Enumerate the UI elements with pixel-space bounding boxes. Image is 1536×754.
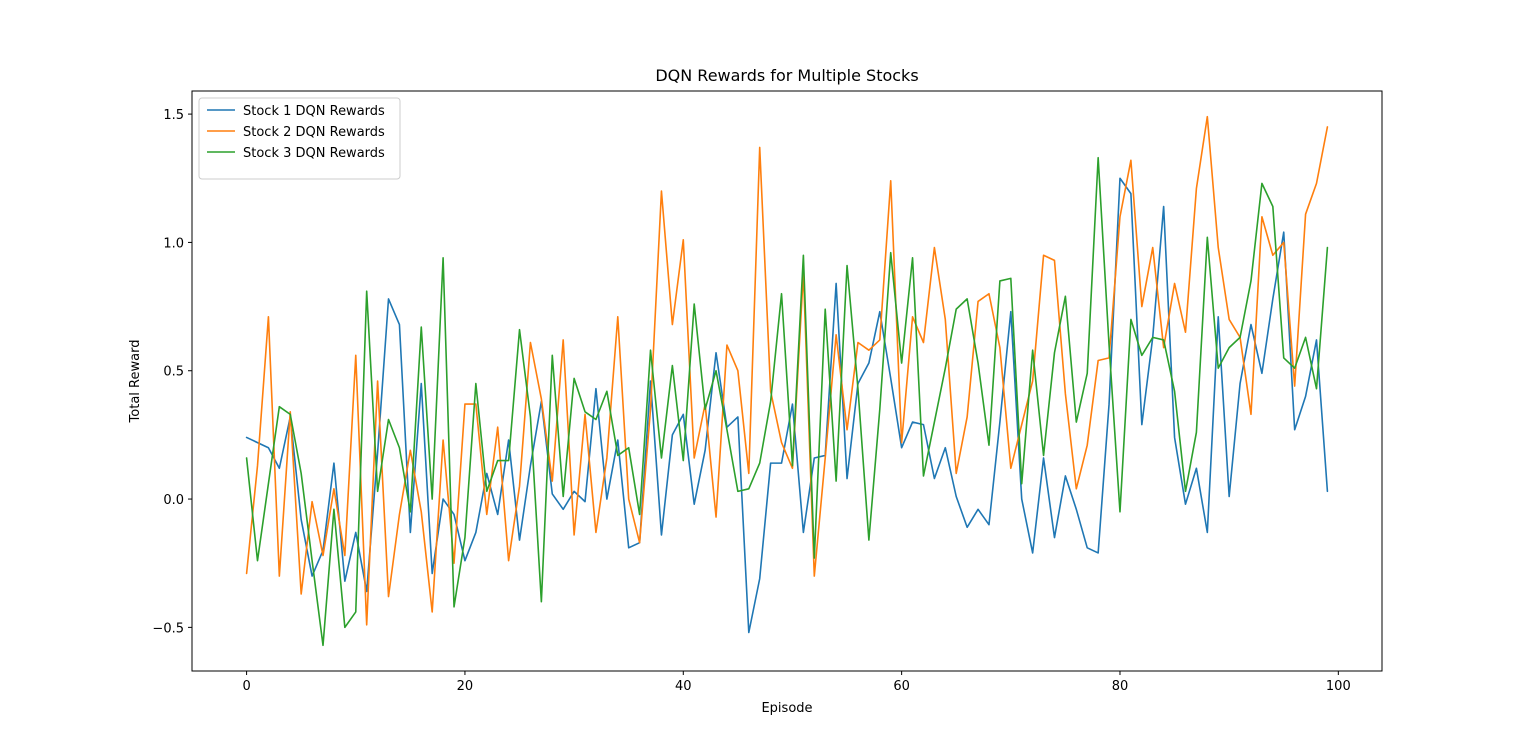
x-axis-label: Episode xyxy=(761,701,812,716)
x-tick-label: 20 xyxy=(457,679,474,694)
legend: Stock 1 DQN Rewards Stock 2 DQN Rewards St… xyxy=(198,97,401,180)
x-tick-label: 40 xyxy=(675,679,692,694)
x-tick-label: 80 xyxy=(1112,679,1129,694)
x-tick-label: 60 xyxy=(893,679,910,694)
y-tick-label: 0.0 xyxy=(163,493,184,508)
y-tick-label: 0.5 xyxy=(163,365,184,380)
series-line-stock-2 xyxy=(245,115,1329,626)
x-axis: 0 20 40 60 80 100 xyxy=(242,671,1351,694)
legend-box xyxy=(198,97,401,180)
y-tick-label: 1.5 xyxy=(163,108,184,123)
series-line-stock-3 xyxy=(245,156,1329,647)
y-axis-label: Total Reward xyxy=(128,340,143,424)
chart-title: DQN Rewards for Multiple Stocks xyxy=(655,66,918,85)
legend-label-stock-1: Stock 1 DQN Rewards xyxy=(243,104,385,119)
axes-frame xyxy=(191,90,1383,672)
y-tick-label: −0.5 xyxy=(152,621,184,636)
legend-label-stock-2: Stock 2 DQN Rewards xyxy=(243,125,385,140)
x-tick-label: 100 xyxy=(1326,679,1351,694)
legend-label-stock-3: Stock 3 DQN Rewards xyxy=(243,146,385,161)
plot-area xyxy=(245,115,1329,647)
x-tick-label: 0 xyxy=(242,679,250,694)
y-tick-label: 1.0 xyxy=(163,236,184,251)
y-axis: −0.5 0.0 0.5 1.0 1.5 xyxy=(152,108,192,636)
series-line-stock-1 xyxy=(245,177,1329,634)
